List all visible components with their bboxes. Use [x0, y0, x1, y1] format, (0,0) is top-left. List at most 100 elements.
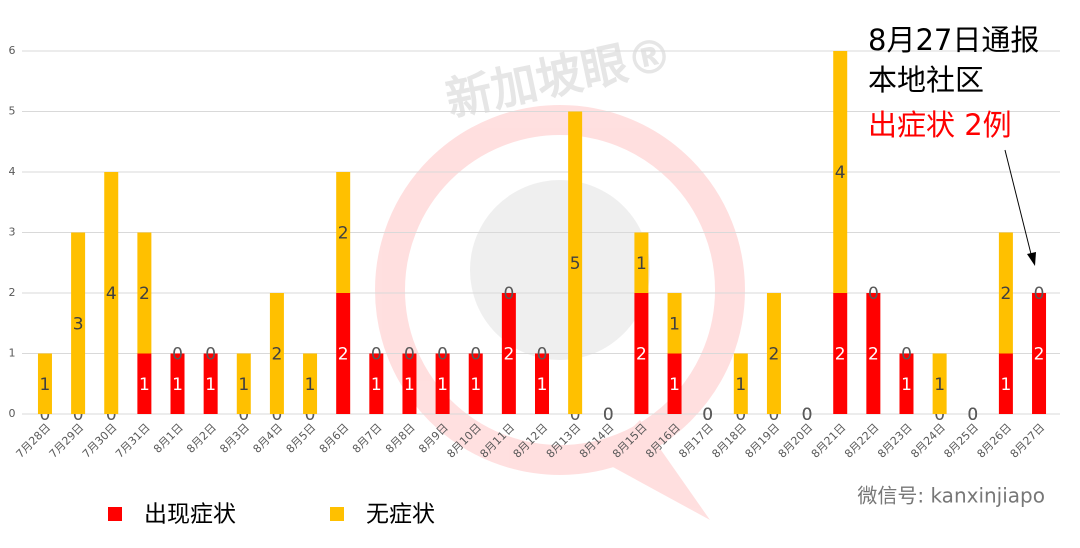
value-label: 1 [371, 375, 382, 395]
bar-segment [236, 353, 251, 414]
legend-label: 出现症状 [144, 502, 236, 528]
annotation-arrow [1004, 149, 1036, 266]
value-label: 1 [40, 375, 51, 395]
value-label: 1 [172, 375, 183, 395]
x-tick-label: 8月19日 [743, 421, 783, 461]
value-label: 0 [305, 405, 316, 425]
value-label: 1 [305, 375, 316, 395]
bar-segment [833, 293, 848, 414]
bar-segment [866, 293, 881, 414]
annotation: 出症状 2例 [868, 108, 1012, 142]
value-label: 0 [702, 405, 713, 425]
value-label: 0 [868, 284, 879, 304]
bar-segment [37, 353, 52, 414]
bar-segment [71, 232, 86, 414]
value-label: 0 [437, 345, 448, 365]
value-label: 0 [172, 345, 183, 365]
value-label: 1 [669, 375, 680, 395]
y-tick-label: 5 [9, 105, 16, 118]
value-label: 0 [205, 345, 216, 365]
y-tick-label: 4 [9, 165, 16, 178]
value-label: 0 [73, 405, 84, 425]
value-label: 1 [901, 375, 912, 395]
x-tick-label: 8月27日 [1008, 421, 1048, 461]
value-label: 1 [1000, 375, 1011, 395]
value-label: 1 [437, 375, 448, 395]
value-label: 1 [139, 375, 150, 395]
value-label: 1 [537, 375, 548, 395]
bar-segment [634, 293, 649, 414]
x-tick-label: 8月26日 [975, 421, 1015, 461]
value-label: 2 [338, 224, 349, 244]
value-label: 0 [106, 405, 117, 425]
y-tick-label: 1 [9, 347, 16, 360]
value-label: 0 [238, 405, 249, 425]
bar-segment [402, 353, 417, 414]
value-label: 0 [802, 405, 813, 425]
x-tick-label: 7月31日 [113, 421, 153, 461]
value-label: 1 [238, 375, 249, 395]
bar-segment [568, 111, 583, 414]
value-label: 2 [868, 345, 879, 365]
value-label: 2 [139, 284, 150, 304]
value-label: 5 [570, 254, 581, 274]
bar-segment [766, 293, 781, 414]
value-label: 1 [636, 254, 647, 274]
bar-segment [203, 353, 218, 414]
bar-segment [899, 353, 914, 414]
value-label: 1 [934, 375, 945, 395]
value-label: 2 [636, 345, 647, 365]
legend-swatch [108, 507, 122, 521]
value-label: 1 [735, 375, 746, 395]
x-tick-label: 8月20日 [776, 421, 816, 461]
value-label: 1 [404, 375, 415, 395]
bar-segment [269, 293, 284, 414]
bar-segment [733, 353, 748, 414]
bar-segment [932, 353, 947, 414]
value-label: 0 [901, 345, 912, 365]
value-label: 0 [570, 405, 581, 425]
y-tick-label: 0 [9, 407, 16, 420]
x-tick-label: 8月22日 [842, 421, 882, 461]
bar-segment [468, 353, 483, 414]
value-label: 2 [272, 345, 283, 365]
value-label: 0 [702, 405, 713, 425]
bar-segment [137, 232, 152, 354]
value-label: 1 [669, 314, 680, 334]
legend-label: 无症状 [366, 502, 435, 528]
annotation: 本地社区 [868, 63, 984, 97]
value-label: 0 [1034, 284, 1045, 304]
x-tick-label: 8月3日 [217, 421, 252, 456]
x-tick-label: 8月2日 [184, 421, 219, 456]
x-tick-label: 8月24日 [908, 421, 948, 461]
y-tick-label: 2 [9, 286, 16, 299]
value-label: 0 [934, 405, 945, 425]
x-tick-label: 7月28日 [14, 421, 54, 461]
value-label: 1 [205, 375, 216, 395]
x-tick-label: 8月8日 [383, 421, 418, 456]
x-tick-label: 7月30日 [80, 421, 120, 461]
x-tick-label: 8月7日 [350, 421, 385, 456]
bar-segment [369, 353, 384, 414]
bar-segment [998, 353, 1013, 414]
value-label: 0 [40, 405, 51, 425]
bar-segment [104, 172, 119, 414]
footer: 微信号: kanxinjiapo [857, 484, 1045, 508]
bar-segment [667, 353, 682, 414]
value-label: 1 [470, 375, 481, 395]
bar-segment [435, 353, 450, 414]
x-tick-label: 8月4日 [251, 421, 286, 456]
value-label: 0 [802, 405, 813, 425]
value-label: 0 [769, 405, 780, 425]
value-label: 0 [503, 284, 514, 304]
y-tick-label: 3 [9, 226, 16, 239]
x-tick-label: 8月5日 [284, 421, 319, 456]
bar-segment [667, 293, 682, 354]
bar-segment [634, 232, 649, 293]
x-tick-label: 7月29日 [47, 421, 87, 461]
x-tick-label: 8月1日 [151, 421, 186, 456]
value-label: 0 [967, 405, 978, 425]
value-label: 3 [73, 314, 84, 334]
